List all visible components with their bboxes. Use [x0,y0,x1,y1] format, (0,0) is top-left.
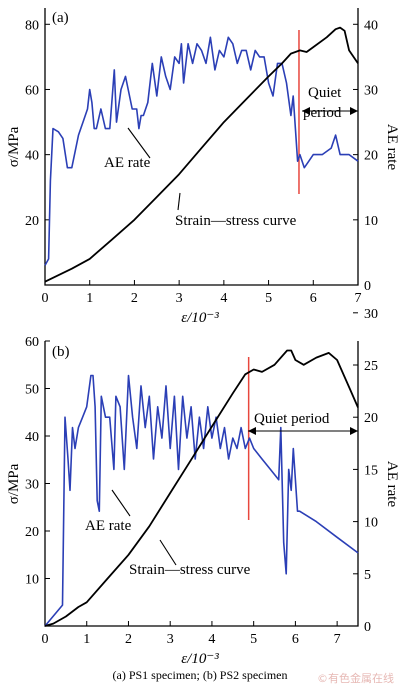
y2-axis-label-b: AE rate [384,461,400,508]
y2-tick-label-a: 40 [364,18,378,33]
quiet-label-b: Quiet period [254,411,330,427]
y2-tick-label-b: 0 [364,620,371,635]
panel-label-a: (a) [52,10,69,26]
panel-b: 0 1 2 3 4 5 6 7 10 20 30 40 50 60 0 5 10 15 20 25 30 (b) AE … [6,307,400,667]
panel-a: 0 1 2 3 4 5 6 7 20 40 60 80 0 10 20 30 40 (a) AE rate St… [6,8,400,326]
plot-frame-a [44,8,359,286]
y-tick-label-a: 60 [25,83,39,98]
ae-rate-label-b: AE rate [85,518,132,534]
y2-tick-label-a: 30 [364,83,378,98]
x-tick-label-a: 1 [86,291,93,306]
x-tick-label-a: 6 [310,291,317,306]
y-tick-label-b: 50 [25,383,39,398]
x-axis-label-b: ε/10⁻³ [181,651,219,667]
x-tick-label-b: 4 [208,632,215,647]
x-tick-label-b: 3 [167,632,174,647]
quiet-arrowhead-right-a [350,107,358,115]
stress-curve-b [44,349,359,627]
x-tick-label-a: 5 [265,291,272,306]
y-axis-label-b: σ/MPa [6,463,22,504]
y-tick-label-b: 20 [25,525,39,540]
y-tick-label-a: 40 [25,149,39,164]
curve-label-b: Strain—stress curve [129,562,251,578]
quiet-arrowhead-left-a [302,107,310,115]
y2-tick-label-a: 0 [364,279,371,294]
x-tick-label-b: 5 [250,632,257,647]
y-tick-label-b: 60 [25,335,39,350]
ae-rate-leader-a [127,127,151,159]
x-tick-label-b: 1 [83,632,90,647]
quiet-label-a-line1: Quiet [308,85,342,101]
quiet-label-a-line2: period [303,105,342,121]
x-tick-label-b: 2 [125,632,132,647]
x-tick-label-a: 0 [42,291,49,306]
x-tick-label-a: 4 [220,291,227,306]
stress-curve-a [44,26,359,283]
curve-leader-b [159,539,177,566]
curve-label-a: Strain—stress curve [175,213,297,229]
x-axis-label-a: ε/10⁻³ [181,310,219,326]
y2-tick-label-b: 25 [364,359,378,374]
y-tick-label-a: 20 [25,214,39,229]
ae-rate-line-a [44,36,359,266]
y2-tick-label-b: 30 [364,307,378,322]
x-tick-label-b: 7 [334,632,341,647]
y2-axis-label-a: AE rate [384,124,400,171]
y2-tick-label-a: 20 [364,149,378,164]
y2-tick-label-b: 15 [364,463,378,478]
quiet-arrowhead-right-b [350,427,358,435]
y2-tick-label-b: 5 [364,568,371,583]
ticks-a: 0 1 2 3 4 5 6 7 20 40 60 80 0 10 20 30 40 [25,18,378,306]
y2-tick-label-a: 10 [364,214,378,229]
x-tick-label-b: 0 [42,632,49,647]
x-tick-label-a: 7 [355,291,362,306]
quiet-arrowhead-left-b [248,427,256,435]
plot-frame-b [44,341,359,627]
ae-rate-line-b [44,374,359,627]
ae-rate-leader-b [111,489,131,517]
curve-leader-a [177,192,181,211]
y-tick-label-a: 80 [25,18,39,33]
x-tick-label-a: 2 [131,291,138,306]
x-tick-label-a: 3 [176,291,183,306]
y-tick-label-b: 40 [25,430,39,445]
panel-label-b: (b) [52,344,70,360]
figure-caption: (a) PS1 specimen; (b) PS2 specimen [112,668,288,682]
y2-tick-label-b: 10 [364,516,378,531]
ticks-b: 0 1 2 3 4 5 6 7 10 20 30 40 50 60 0 5 10 15 20 25 30 [25,307,378,647]
ae-rate-label-a: AE rate [104,155,151,171]
y2-tick-label-b: 20 [364,411,378,426]
y-axis-label-a: σ/MPa [6,126,22,167]
y-tick-label-b: 10 [25,573,39,588]
watermark: ©有色金属在线 [317,672,394,685]
y-tick-label-b: 30 [25,478,39,493]
x-tick-label-b: 6 [292,632,299,647]
